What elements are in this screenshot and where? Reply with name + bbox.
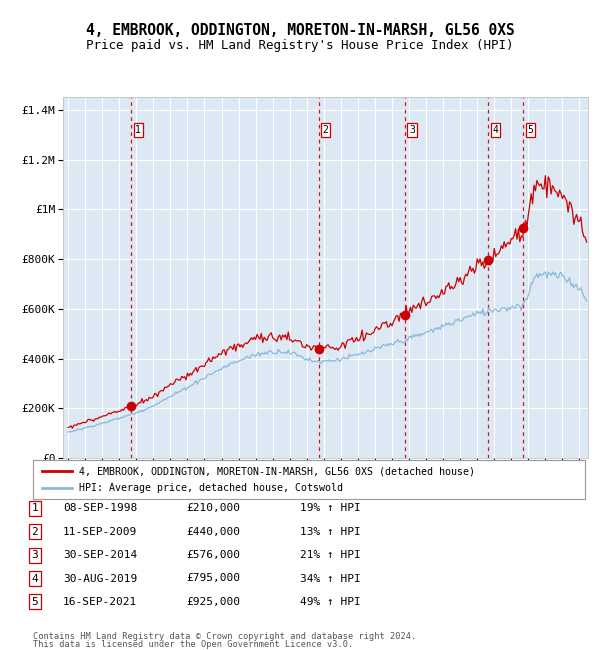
Text: £576,000: £576,000 (186, 550, 240, 560)
Text: 21% ↑ HPI: 21% ↑ HPI (300, 550, 361, 560)
Text: 3: 3 (31, 550, 38, 560)
Text: £795,000: £795,000 (186, 573, 240, 584)
Text: 16-SEP-2021: 16-SEP-2021 (63, 597, 137, 607)
Text: 2: 2 (31, 526, 38, 537)
Text: Price paid vs. HM Land Registry's House Price Index (HPI): Price paid vs. HM Land Registry's House … (86, 39, 514, 52)
Text: 2: 2 (323, 125, 329, 135)
Text: 1: 1 (135, 125, 141, 135)
Text: Contains HM Land Registry data © Crown copyright and database right 2024.: Contains HM Land Registry data © Crown c… (33, 632, 416, 641)
Text: 3: 3 (409, 125, 415, 135)
Text: 1: 1 (31, 503, 38, 514)
Text: This data is licensed under the Open Government Licence v3.0.: This data is licensed under the Open Gov… (33, 640, 353, 649)
Text: 49% ↑ HPI: 49% ↑ HPI (300, 597, 361, 607)
Text: 30-SEP-2014: 30-SEP-2014 (63, 550, 137, 560)
Text: £210,000: £210,000 (186, 503, 240, 514)
Text: 4: 4 (31, 573, 38, 584)
Text: 4: 4 (493, 125, 499, 135)
Text: 30-AUG-2019: 30-AUG-2019 (63, 573, 137, 584)
Text: £440,000: £440,000 (186, 526, 240, 537)
Text: 4, EMBROOK, ODDINGTON, MORETON-IN-MARSH, GL56 0XS (detached house): 4, EMBROOK, ODDINGTON, MORETON-IN-MARSH,… (79, 466, 475, 476)
Text: 4, EMBROOK, ODDINGTON, MORETON-IN-MARSH, GL56 0XS: 4, EMBROOK, ODDINGTON, MORETON-IN-MARSH,… (86, 23, 514, 38)
Text: £925,000: £925,000 (186, 597, 240, 607)
Text: 13% ↑ HPI: 13% ↑ HPI (300, 526, 361, 537)
Text: HPI: Average price, detached house, Cotswold: HPI: Average price, detached house, Cots… (79, 484, 343, 493)
Text: 5: 5 (31, 597, 38, 607)
Text: 08-SEP-1998: 08-SEP-1998 (63, 503, 137, 514)
Text: 5: 5 (527, 125, 533, 135)
Text: 19% ↑ HPI: 19% ↑ HPI (300, 503, 361, 514)
Text: 11-SEP-2009: 11-SEP-2009 (63, 526, 137, 537)
Text: 34% ↑ HPI: 34% ↑ HPI (300, 573, 361, 584)
